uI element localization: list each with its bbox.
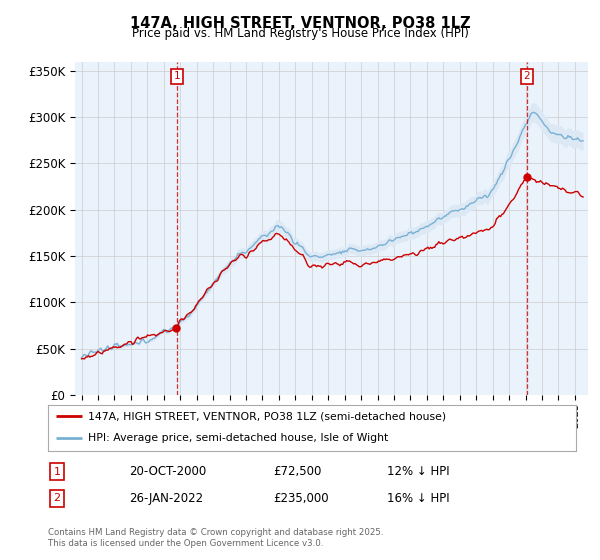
Text: 12% ↓ HPI: 12% ↓ HPI [387,465,449,478]
Text: £235,000: £235,000 [273,492,329,505]
Text: Contains HM Land Registry data © Crown copyright and database right 2025.
This d: Contains HM Land Registry data © Crown c… [48,528,383,548]
Text: 1: 1 [173,72,180,81]
Text: 26-JAN-2022: 26-JAN-2022 [129,492,203,505]
Text: 2: 2 [53,493,61,503]
Text: 20-OCT-2000: 20-OCT-2000 [129,465,206,478]
Text: 147A, HIGH STREET, VENTNOR, PO38 1LZ: 147A, HIGH STREET, VENTNOR, PO38 1LZ [130,16,470,31]
Text: 147A, HIGH STREET, VENTNOR, PO38 1LZ (semi-detached house): 147A, HIGH STREET, VENTNOR, PO38 1LZ (se… [88,412,446,421]
Text: Price paid vs. HM Land Registry's House Price Index (HPI): Price paid vs. HM Land Registry's House … [131,27,469,40]
Text: £72,500: £72,500 [273,465,322,478]
Text: 16% ↓ HPI: 16% ↓ HPI [387,492,449,505]
Text: 2: 2 [523,72,530,81]
Text: 1: 1 [53,466,61,477]
Text: HPI: Average price, semi-detached house, Isle of Wight: HPI: Average price, semi-detached house,… [88,433,388,443]
